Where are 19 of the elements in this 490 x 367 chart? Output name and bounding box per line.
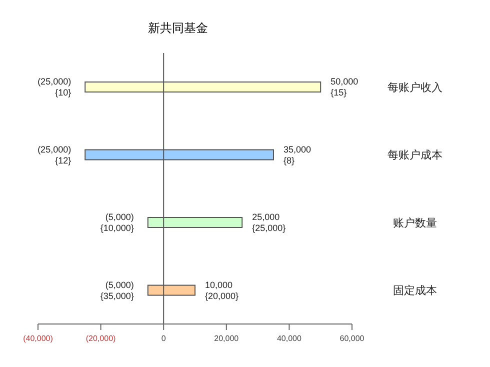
y-tick-label: 固定成本 [393,284,437,298]
annotation: 50,000 {15} [330,76,358,98]
x-tick-label: 60,000 [340,334,365,343]
x-tick-label: (40,000) [23,334,54,343]
y-tick-label: 每账户收入 [388,80,442,94]
annotation: 35,000 {8} [284,144,312,166]
annotation: (5,000) {35,000} [100,280,134,301]
x-tick-label: 40,000 [276,334,302,343]
y-tick-label: 账户数量 [393,216,437,230]
annotation: 10,000 {20,000} [205,280,239,301]
annotation: (25,000) {10} [38,76,72,98]
x-tick-label: 0 [161,334,166,343]
chart-title: 新共同基金 [147,20,209,37]
annotation: (25,000) {12} [38,144,72,166]
annotation: 25,000 {25,000} [252,212,286,233]
annotation: (5,000) {10,000} [100,212,134,233]
x-tick-label: (20,000) [86,334,116,343]
y-tick-label: 每账户成本 [388,148,442,162]
x-tick-label: 20,000 [214,334,240,343]
